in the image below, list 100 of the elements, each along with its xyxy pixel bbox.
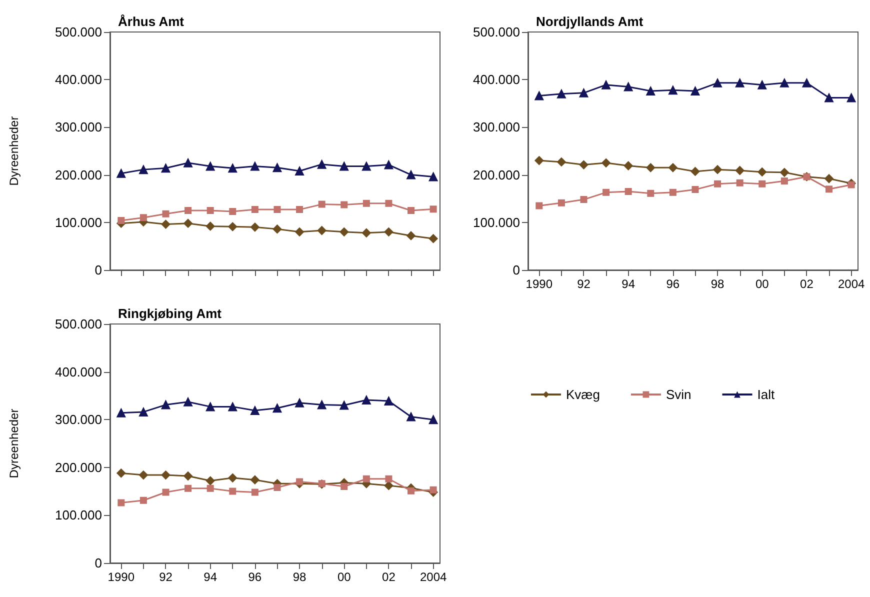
point [430, 206, 437, 213]
point [408, 487, 415, 494]
point [735, 166, 744, 176]
point [735, 78, 744, 88]
point [251, 206, 258, 214]
point [602, 188, 610, 196]
point [406, 231, 416, 240]
point [318, 200, 326, 208]
point [206, 484, 214, 492]
x-tick-label: 98 [292, 570, 307, 584]
point [250, 222, 260, 232]
x-tick-label: 96 [248, 570, 262, 584]
point [162, 488, 170, 496]
point [229, 208, 236, 215]
point [736, 179, 744, 186]
point [602, 158, 611, 168]
point [184, 158, 193, 168]
point [624, 188, 632, 195]
y-tick-label: 500.000 [55, 316, 102, 332]
y-tick-label: 300.000 [473, 120, 520, 135]
point [580, 196, 588, 204]
y-axis-title: Dyreenheder [7, 408, 21, 478]
point [362, 200, 370, 207]
point [118, 499, 125, 506]
x-tick-label: 96 [666, 277, 680, 291]
x-tick-label: 2004 [838, 277, 865, 291]
point [780, 168, 789, 177]
point [558, 199, 565, 206]
point [668, 163, 678, 172]
y-tick-label: 200.000 [55, 167, 102, 182]
y-tick-label: 400.000 [55, 364, 102, 380]
y-tick-label: 0 [94, 262, 102, 278]
y-tick-label: 400.000 [473, 72, 520, 88]
point [362, 396, 371, 404]
point [272, 163, 282, 172]
point [780, 78, 789, 88]
point [556, 157, 566, 166]
point [116, 468, 126, 478]
point [274, 206, 281, 214]
point [138, 470, 148, 480]
point [408, 207, 415, 214]
point [692, 186, 699, 194]
point [140, 214, 147, 222]
point [250, 406, 260, 416]
point [385, 475, 392, 482]
x-tick-label: 94 [204, 570, 218, 584]
point [251, 488, 258, 496]
point [579, 88, 588, 98]
y-tick-label: 100.000 [55, 508, 102, 523]
point [296, 478, 304, 486]
y-tick-label: 200.000 [473, 167, 520, 182]
x-tick-label: 92 [577, 277, 591, 291]
point [647, 190, 654, 197]
point [385, 200, 392, 207]
legend-label: Svin [666, 387, 692, 402]
point [406, 412, 416, 422]
point [250, 162, 260, 171]
x-tick-label: 02 [382, 570, 396, 584]
point [206, 207, 214, 214]
y-tick-label: 100.000 [55, 214, 102, 230]
y-tick-label: 400.000 [55, 72, 102, 88]
point [250, 475, 260, 484]
point [161, 470, 170, 480]
point [758, 180, 766, 188]
point [362, 162, 371, 171]
x-tick-label: 2004 [420, 570, 447, 584]
point [295, 398, 304, 408]
point [184, 472, 193, 481]
point [384, 481, 394, 490]
point [340, 400, 349, 410]
point [272, 404, 282, 413]
point [848, 181, 855, 188]
point [846, 93, 856, 102]
point [118, 216, 125, 224]
point [714, 180, 722, 188]
point [317, 160, 326, 169]
point [690, 166, 700, 176]
x-tick-label: 1990 [108, 570, 135, 584]
point [317, 400, 326, 410]
point [340, 201, 348, 208]
point [646, 86, 656, 96]
point [340, 227, 349, 236]
y-tick-label: 200.000 [55, 460, 102, 475]
point [340, 483, 348, 490]
point [602, 80, 611, 90]
x-tick-label: 94 [622, 277, 636, 291]
x-tick-label: 00 [337, 570, 352, 584]
point [228, 222, 238, 232]
point [274, 484, 281, 491]
point [824, 174, 834, 184]
point [229, 488, 236, 495]
point [228, 402, 238, 412]
legend-label: Ialt [757, 387, 775, 402]
point [138, 165, 148, 174]
point [184, 397, 193, 406]
point [206, 476, 215, 486]
point [780, 177, 788, 184]
point [161, 164, 170, 173]
legend-label: Kvæg [566, 387, 600, 402]
point [161, 400, 170, 410]
